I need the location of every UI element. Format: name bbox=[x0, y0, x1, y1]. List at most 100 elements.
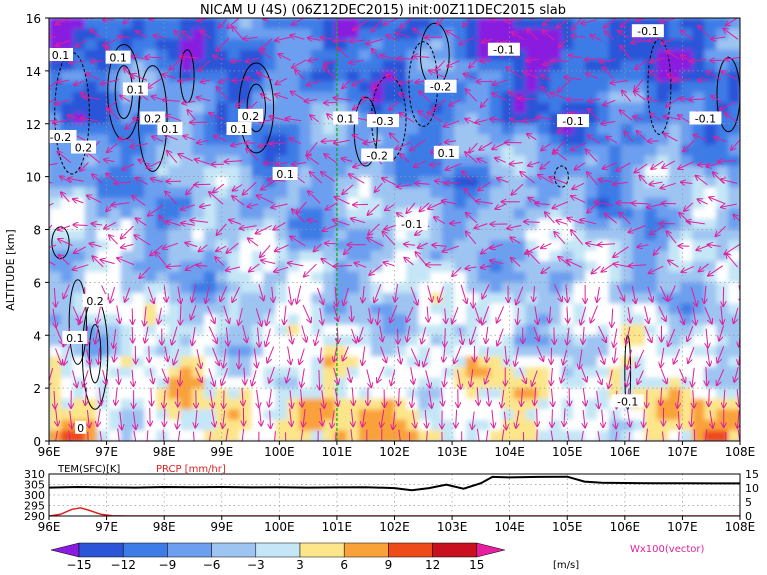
wind-vector bbox=[707, 245, 721, 247]
y-tick-label: 2 bbox=[33, 382, 41, 396]
x-tick-label: 96E bbox=[38, 445, 61, 459]
wind-vector bbox=[187, 110, 196, 121]
wind-vector bbox=[274, 94, 289, 100]
wind-vector bbox=[495, 158, 506, 163]
wind-vector bbox=[482, 39, 493, 43]
wind-vector bbox=[273, 222, 286, 230]
wind-vector bbox=[477, 428, 480, 441]
wind-vector bbox=[110, 286, 116, 303]
wind-vector bbox=[335, 388, 338, 406]
contour-label: 0.2 bbox=[86, 295, 104, 308]
wind-vector bbox=[92, 174, 103, 184]
wind-vector bbox=[269, 389, 272, 407]
wind-vector bbox=[380, 346, 387, 363]
surface-x-tick-label: 107E bbox=[667, 520, 698, 534]
wind-vector bbox=[366, 369, 372, 387]
wind-vector bbox=[480, 266, 492, 268]
colorbar-swatch bbox=[299, 542, 345, 558]
wind-vector bbox=[590, 305, 598, 323]
wind-vector bbox=[519, 367, 527, 384]
contour-label: -0.3 bbox=[372, 115, 393, 128]
wind-vector bbox=[550, 93, 568, 100]
wind-vector bbox=[76, 39, 88, 47]
wind-vector bbox=[247, 204, 259, 207]
wind-vector bbox=[715, 225, 727, 236]
wind-vector bbox=[144, 306, 146, 326]
wind-vector bbox=[528, 162, 540, 166]
wind-vector bbox=[344, 246, 353, 255]
wind-vector bbox=[155, 252, 167, 266]
wind-vector bbox=[117, 258, 135, 266]
wind-vector bbox=[475, 120, 488, 123]
contour-label-box bbox=[105, 50, 131, 64]
wind-vector bbox=[650, 114, 661, 121]
wind-vector bbox=[616, 162, 631, 171]
wind-vector bbox=[134, 235, 151, 246]
wind-vector bbox=[580, 220, 597, 225]
wind-vector bbox=[97, 408, 100, 427]
surface-x-tick-label: 97E bbox=[95, 520, 118, 534]
wind-vector bbox=[229, 220, 242, 225]
wind-vector bbox=[83, 370, 89, 386]
wind-vector bbox=[543, 18, 553, 25]
wind-vector bbox=[147, 286, 154, 304]
wind-vector bbox=[289, 286, 292, 305]
wind-vector bbox=[561, 366, 566, 383]
wind-vector bbox=[362, 346, 365, 366]
wind-vector bbox=[653, 246, 662, 256]
wind-vector bbox=[690, 287, 697, 306]
wind-vector bbox=[636, 131, 647, 141]
wind-vector bbox=[662, 160, 676, 168]
wind-vector bbox=[260, 244, 271, 257]
contour-label: 0.1 bbox=[66, 332, 84, 345]
wind-vector bbox=[619, 110, 633, 121]
wind-vector bbox=[400, 18, 412, 29]
wind-vector bbox=[313, 243, 322, 252]
wind-vector bbox=[731, 140, 740, 150]
surface-right-tick-label: 5 bbox=[745, 496, 752, 509]
wind-vector bbox=[181, 204, 195, 210]
contour-label: 0 bbox=[77, 422, 84, 435]
wind-vector bbox=[301, 325, 307, 343]
wind-vector bbox=[627, 408, 630, 427]
wind-vector bbox=[535, 306, 538, 324]
wind-vector bbox=[497, 328, 504, 346]
wind-vector bbox=[341, 158, 353, 161]
wind-vector bbox=[158, 307, 161, 324]
wind-vector bbox=[427, 112, 442, 122]
wind-vector bbox=[603, 99, 616, 105]
wind-vector bbox=[695, 176, 708, 185]
colorbar-label: −6 bbox=[203, 558, 221, 572]
wind-vector bbox=[53, 308, 56, 327]
wind-vector bbox=[490, 260, 504, 263]
contour-label: -0.2 bbox=[50, 131, 71, 144]
wind-vector bbox=[226, 242, 239, 253]
wind-vector bbox=[98, 347, 99, 364]
wind-vector bbox=[603, 18, 617, 28]
wind-vector bbox=[56, 408, 58, 426]
wind-vector bbox=[545, 212, 555, 224]
wind-vector bbox=[194, 159, 211, 165]
wind-vector bbox=[278, 54, 291, 61]
wind-vector bbox=[737, 410, 739, 428]
wind-vector bbox=[574, 162, 586, 170]
wind-vector bbox=[261, 94, 272, 102]
wind-vector bbox=[99, 387, 101, 406]
wind-vector bbox=[628, 307, 631, 323]
contour-label-box bbox=[333, 111, 359, 125]
wind-vector bbox=[410, 286, 418, 305]
wind-vector bbox=[720, 101, 737, 110]
wind-vector bbox=[80, 162, 89, 171]
contour-label: 0.2 bbox=[75, 142, 93, 155]
wind-vector bbox=[524, 222, 540, 223]
contour-label-box bbox=[49, 129, 77, 143]
wind-vector bbox=[342, 184, 354, 195]
wind-vector bbox=[225, 428, 228, 441]
wind-vector bbox=[267, 180, 286, 181]
wind-vector bbox=[398, 429, 401, 441]
wind-vector bbox=[117, 305, 120, 323]
wind-vector bbox=[566, 284, 568, 303]
wind-vector bbox=[263, 162, 276, 164]
wind-vector bbox=[598, 244, 616, 245]
wind-vector bbox=[258, 327, 260, 348]
